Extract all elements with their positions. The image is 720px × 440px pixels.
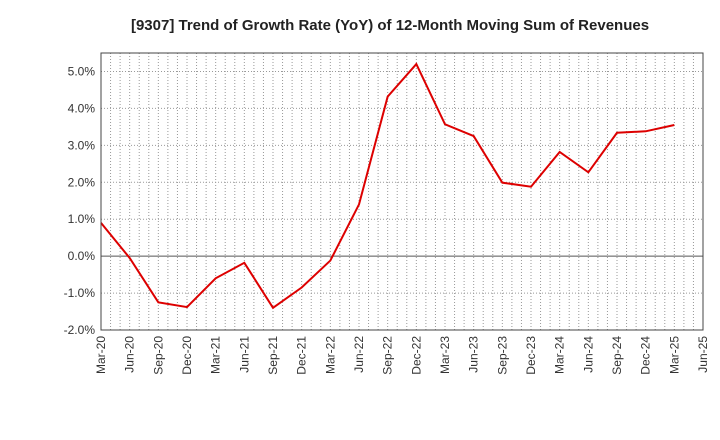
x-tick-label: Jun-23 [467, 336, 481, 373]
y-tick-label: 1.0% [68, 212, 96, 226]
x-tick-label: Dec-23 [524, 336, 538, 375]
vertical-gridlines [110, 53, 694, 330]
x-tick-label: Dec-21 [295, 336, 309, 375]
x-tick-label: Mar-24 [553, 336, 567, 374]
x-tick-label: Mar-20 [94, 336, 108, 374]
x-tick-label: Sep-23 [495, 336, 509, 375]
y-axis-ticks: 5.0% 4.0% 3.0% 2.0% 1.0% 0.0% -1.0% -2.0% [64, 64, 96, 337]
y-tick-label: -2.0% [64, 323, 96, 337]
x-tick-label: Sep-20 [151, 336, 165, 375]
x-tick-label: Dec-24 [639, 336, 653, 375]
x-tick-label: Sep-21 [266, 336, 280, 375]
y-tick-label: 4.0% [68, 101, 96, 115]
plot-area [101, 53, 703, 330]
x-tick-label: Sep-24 [610, 336, 624, 375]
y-tick-label: 2.0% [68, 175, 96, 189]
plot-frame [100, 52, 704, 331]
x-tick-label: Jun-21 [237, 336, 251, 373]
chart-title: [9307] Trend of Growth Rate (YoY) of 12-… [131, 17, 649, 34]
y-tick-label: 0.0% [68, 249, 96, 263]
x-tick-label: Mar-21 [209, 336, 223, 374]
series-group [100, 62, 675, 310]
x-tick-label: Jun-25 [696, 336, 710, 373]
x-tick-label: Sep-22 [381, 336, 395, 375]
x-tick-label: Jun-22 [352, 336, 366, 373]
x-tick-label: Dec-20 [180, 336, 194, 375]
x-tick-label: Mar-22 [323, 336, 337, 374]
x-tick-label: Jun-24 [581, 336, 595, 373]
x-tick-label: Dec-22 [409, 336, 423, 375]
plot-background [101, 53, 703, 330]
x-tick-label: Mar-25 [667, 336, 681, 374]
plot-border [100, 52, 704, 331]
y-tick-label: 5.0% [68, 64, 96, 78]
x-tick-label: Mar-23 [438, 336, 452, 374]
y-tick-label: 3.0% [68, 138, 96, 152]
x-tick-label: Jun-20 [123, 336, 137, 373]
horizontal-gridlines [101, 70, 703, 294]
x-axis-ticks: Mar-20 Jun-20 Sep-20 Dec-20 Mar-21 Jun-21 Sep-… [94, 336, 710, 375]
y-tick-label: -1.0% [64, 286, 96, 300]
